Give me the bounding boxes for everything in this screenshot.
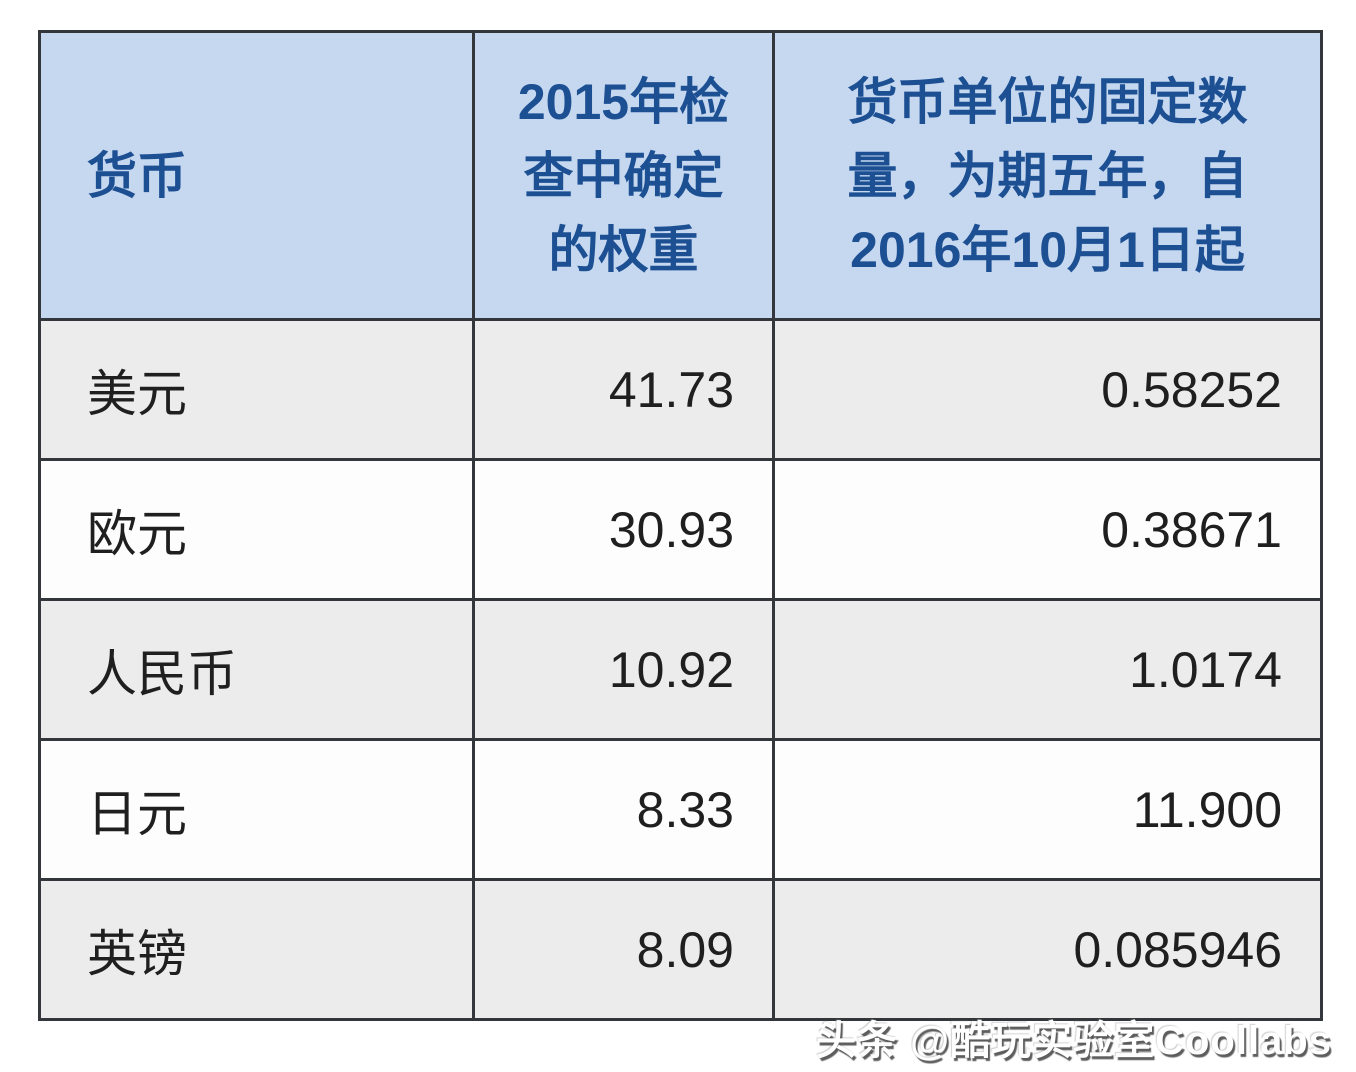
currency-name-eur: 欧元 xyxy=(38,458,475,601)
sdr-currency-basket-table: 货币 2015年检 查中确定 的权重 货币单位的固定数 量，为期五年，自 201… xyxy=(38,30,1323,1021)
table-row-gbp: 英镑 8.09 0.085946 xyxy=(38,878,1323,1021)
weight-gbp: 8.09 xyxy=(472,878,775,1021)
header-weight-line-1: 2015年检 xyxy=(517,73,730,130)
currency-name-jpy: 日元 xyxy=(38,738,475,881)
fixed-amount-jpy: 11.900 xyxy=(772,738,1323,881)
fixed-amount-gbp: 0.085946 xyxy=(772,878,1323,1021)
fixed-amount-cny: 1.0174 xyxy=(772,598,1323,741)
table-row-cny: 人民币 10.92 1.0174 xyxy=(38,598,1323,741)
table-row-eur: 欧元 30.93 0.38671 xyxy=(38,458,1323,601)
header-fixed-line-1: 货币单位的固定数 xyxy=(847,73,1248,130)
table-row-usd: 美元 41.73 0.58252 xyxy=(38,318,1323,461)
header-row: 货币 2015年检 查中确定 的权重 货币单位的固定数 量，为期五年，自 201… xyxy=(38,30,1323,321)
weight-cny: 10.92 xyxy=(472,598,775,741)
weight-jpy: 8.33 xyxy=(472,738,775,881)
table-row-jpy: 日元 8.33 11.900 xyxy=(38,738,1323,881)
header-fixed-line-3: 2016年10月1日起 xyxy=(850,221,1245,278)
header-cell-currency: 货币 xyxy=(38,30,475,321)
header-weight-line-3: 的权重 xyxy=(548,221,699,278)
toutiao-watermark: 头条 @酷玩实验室Coollabs xyxy=(815,1019,1332,1063)
weight-usd: 41.73 xyxy=(472,318,775,461)
header-fixed-line-2: 量，为期五年，自 xyxy=(847,147,1248,204)
currency-name-usd: 美元 xyxy=(38,318,475,461)
weight-eur: 30.93 xyxy=(472,458,775,601)
currency-name-cny: 人民币 xyxy=(38,598,475,741)
header-cell-weight-2015: 2015年检 查中确定 的权重 xyxy=(472,30,775,321)
fixed-amount-usd: 0.58252 xyxy=(772,318,1323,461)
fixed-amount-eur: 0.38671 xyxy=(772,458,1323,601)
header-weight-line-2: 查中确定 xyxy=(523,147,724,204)
currency-name-gbp: 英镑 xyxy=(38,878,475,1021)
header-cell-fixed-amount: 货币单位的固定数 量，为期五年，自 2016年10月1日起 xyxy=(772,30,1323,321)
